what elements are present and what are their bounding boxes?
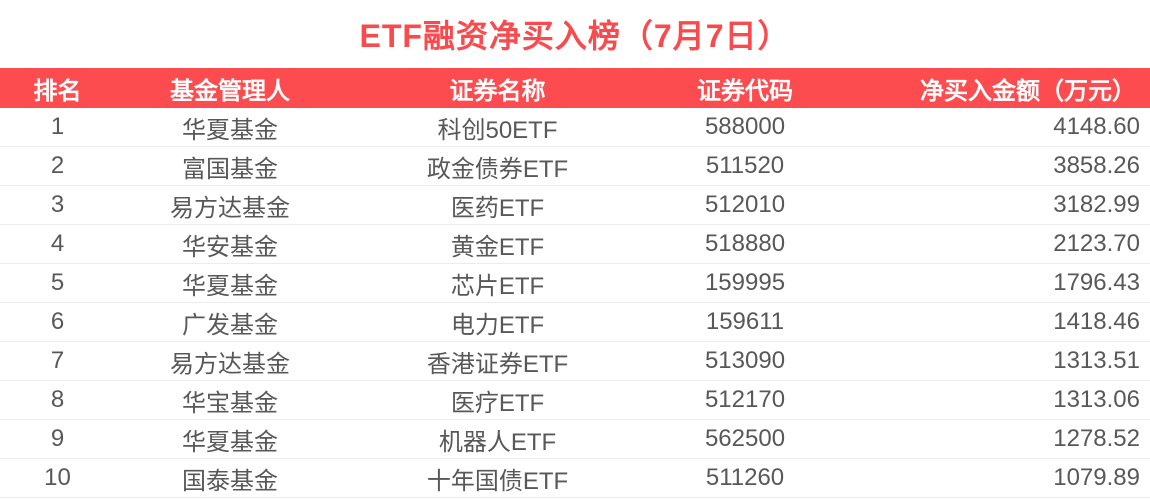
cell-fund-manager: 易方达基金 <box>115 185 345 225</box>
cell-security-code: 588000 <box>650 108 840 147</box>
table-row: 2 富国基金 政金债券ETF 511520 3858.26 <box>0 146 1150 186</box>
cell-security-code: 562500 <box>650 419 840 459</box>
cell-security-name: 医药ETF <box>345 185 650 225</box>
cell-security-name: 科创50ETF <box>345 108 650 147</box>
cell-security-code: 159611 <box>650 302 840 342</box>
table-header-row: 排名 基金管理人 证券名称 证券代码 净买入金额（万元） <box>0 68 1150 108</box>
cell-net-buy-amount: 2123.70 <box>840 224 1150 264</box>
cell-net-buy-amount: 1796.43 <box>840 263 1150 303</box>
table-row: 4 华安基金 黄金ETF 518880 2123.70 <box>0 224 1150 264</box>
cell-security-code: 159995 <box>650 263 840 303</box>
table-row: 3 易方达基金 医药ETF 512010 3182.99 <box>0 185 1150 225</box>
cell-security-name: 芯片ETF <box>345 263 650 303</box>
column-header-net-buy-amount: 净买入金额（万元） <box>840 68 1150 108</box>
column-header-rank: 排名 <box>0 68 115 108</box>
cell-fund-manager: 华安基金 <box>115 224 345 264</box>
table-body: 1 华夏基金 科创50ETF 588000 4148.60 2 富国基金 政金债券ETF 511… <box>0 108 1150 498</box>
cell-net-buy-amount: 4148.60 <box>840 108 1150 147</box>
cell-security-name: 香港证券ETF <box>345 341 650 381</box>
cell-net-buy-amount: 1418.46 <box>840 302 1150 342</box>
cell-fund-manager: 华夏基金 <box>115 263 345 303</box>
column-header-security-code: 证券代码 <box>650 68 840 108</box>
cell-rank: 6 <box>0 302 115 342</box>
table-row: 10 国泰基金 十年国债ETF 511260 1079.89 <box>0 458 1150 498</box>
cell-net-buy-amount: 3858.26 <box>840 146 1150 186</box>
cell-rank: 4 <box>0 224 115 264</box>
cell-security-code: 513090 <box>650 341 840 381</box>
cell-security-code: 511520 <box>650 146 840 186</box>
table-row: 1 华夏基金 科创50ETF 588000 4148.60 <box>0 108 1150 147</box>
cell-fund-manager: 富国基金 <box>115 146 345 186</box>
table-row: 7 易方达基金 香港证券ETF 513090 1313.51 <box>0 341 1150 381</box>
cell-rank: 3 <box>0 185 115 225</box>
cell-security-name: 十年国债ETF <box>345 458 650 498</box>
cell-security-code: 511260 <box>650 458 840 498</box>
cell-net-buy-amount: 3182.99 <box>840 185 1150 225</box>
cell-security-code: 518880 <box>650 224 840 264</box>
cell-fund-manager: 华夏基金 <box>115 419 345 459</box>
cell-security-name: 医疗ETF <box>345 380 650 420</box>
table-row: 9 华夏基金 机器人ETF 562500 1278.52 <box>0 419 1150 459</box>
cell-security-code: 512010 <box>650 185 840 225</box>
cell-fund-manager: 华宝基金 <box>115 380 345 420</box>
cell-security-code: 512170 <box>650 380 840 420</box>
column-header-fund-manager: 基金管理人 <box>115 68 345 108</box>
cell-fund-manager: 易方达基金 <box>115 341 345 381</box>
cell-security-name: 机器人ETF <box>345 419 650 459</box>
etf-ranking-table: 排名 基金管理人 证券名称 证券代码 净买入金额（万元） 1 华夏基金 科创50ETF 588… <box>0 68 1150 498</box>
cell-fund-manager: 广发基金 <box>115 302 345 342</box>
page-title: ETF融资净买入榜（7月7日） <box>359 18 791 54</box>
cell-rank: 10 <box>0 458 115 498</box>
table-row: 5 华夏基金 芯片ETF 159995 1796.43 <box>0 263 1150 303</box>
cell-net-buy-amount: 1313.51 <box>840 341 1150 381</box>
cell-net-buy-amount: 1079.89 <box>840 458 1150 498</box>
cell-rank: 8 <box>0 380 115 420</box>
cell-net-buy-amount: 1278.52 <box>840 419 1150 459</box>
table-row: 8 华宝基金 医疗ETF 512170 1313.06 <box>0 380 1150 420</box>
cell-rank: 2 <box>0 146 115 186</box>
cell-security-name: 电力ETF <box>345 302 650 342</box>
cell-security-name: 政金债券ETF <box>345 146 650 186</box>
column-header-security-name: 证券名称 <box>345 68 650 108</box>
cell-rank: 5 <box>0 263 115 303</box>
cell-security-name: 黄金ETF <box>345 224 650 264</box>
cell-fund-manager: 国泰基金 <box>115 458 345 498</box>
table-row: 6 广发基金 电力ETF 159611 1418.46 <box>0 302 1150 342</box>
cell-rank: 1 <box>0 108 115 147</box>
cell-rank: 7 <box>0 341 115 381</box>
cell-fund-manager: 华夏基金 <box>115 108 345 147</box>
cell-net-buy-amount: 1313.06 <box>840 380 1150 420</box>
cell-rank: 9 <box>0 419 115 459</box>
